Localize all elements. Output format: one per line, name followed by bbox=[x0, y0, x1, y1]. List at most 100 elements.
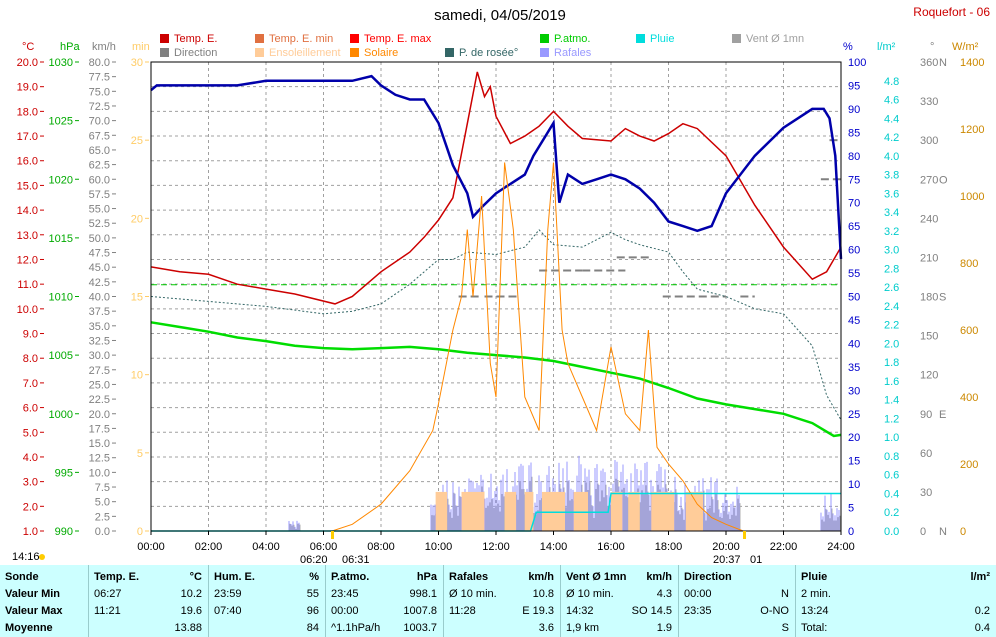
axis-tick: 3.8 bbox=[884, 170, 899, 182]
axis-tick: 30 bbox=[920, 487, 932, 499]
axis-tick: 1020 bbox=[49, 174, 73, 186]
summary-row: ^1.1hPa/h 1003.7 bbox=[326, 620, 443, 637]
summary-header: P.atmo. hPa bbox=[326, 569, 443, 586]
axis-tick: 1000 bbox=[960, 191, 984, 203]
summary-value: E 19.3 bbox=[522, 605, 554, 617]
axis-tick: 18.0 bbox=[17, 106, 38, 118]
axis-tick: 0 bbox=[137, 526, 143, 538]
axis-tick: 20 bbox=[131, 213, 143, 225]
series-line-2 bbox=[150, 321, 842, 438]
axis-unit: °C bbox=[22, 41, 34, 53]
summary-unit: km/h bbox=[528, 571, 554, 583]
direction-label: S bbox=[939, 292, 946, 304]
summary-title: Hum. E. bbox=[214, 571, 255, 583]
axis-tick: 4.0 bbox=[884, 151, 899, 163]
axis-tick: 12.0 bbox=[17, 254, 38, 266]
summary-unit: hPa bbox=[416, 571, 437, 583]
summary-row: 23:45 998.1 bbox=[326, 586, 443, 603]
summary-row: 07:40 96 bbox=[209, 603, 325, 620]
axis-tick: 35.0 bbox=[89, 321, 110, 333]
sunshine-block bbox=[611, 491, 623, 531]
axis-tick: 1200 bbox=[960, 124, 984, 136]
summary-row: 13:24 0.2 bbox=[796, 603, 996, 620]
summary-title: Pluie bbox=[801, 571, 828, 583]
axis-unit: l/m² bbox=[877, 41, 896, 53]
series-line-1 bbox=[150, 74, 843, 260]
axis-tick: 0.8 bbox=[884, 451, 899, 463]
axis-tick: 2.4 bbox=[884, 301, 899, 313]
summary-value: 3.6 bbox=[538, 622, 554, 634]
axis-tick: 72.5 bbox=[89, 101, 110, 113]
sunset-marker bbox=[743, 531, 746, 539]
axis-tick: 52.5 bbox=[89, 218, 110, 230]
axis-unit: min bbox=[132, 41, 150, 53]
axis-tick: 75 bbox=[848, 174, 860, 186]
summary-time: 00:00 bbox=[331, 605, 359, 617]
axis-tick: 75.0 bbox=[89, 86, 110, 98]
summary-time: 13:24 bbox=[801, 605, 829, 617]
summary-value: 0.2 bbox=[974, 605, 990, 617]
summary-title: Sonde bbox=[5, 571, 39, 583]
axis-tick: 2.0 bbox=[884, 338, 899, 350]
summary-row: 06:27 10.2 bbox=[89, 586, 208, 603]
x-tick-label: 16:00 bbox=[597, 541, 625, 553]
summary-unit: km/h bbox=[646, 571, 672, 583]
axis-tick: 800 bbox=[960, 258, 978, 270]
summary-row: 11:28 E 19.3 bbox=[444, 603, 560, 620]
axis-tick: 47.5 bbox=[89, 248, 110, 260]
axis-tick: 25 bbox=[848, 409, 860, 421]
axis-unit: % bbox=[843, 41, 853, 53]
axis-tick: 7.5 bbox=[95, 482, 110, 494]
summary-row: 11:21 19.6 bbox=[89, 603, 208, 620]
legend-swatch bbox=[160, 34, 169, 43]
axis-tick: 25 bbox=[131, 135, 143, 147]
summary-time: Ø 10 min. bbox=[566, 588, 614, 600]
axis-tick: 20.0 bbox=[17, 57, 38, 69]
axis-tick: 19.0 bbox=[17, 82, 38, 94]
axis-tick: 4.2 bbox=[884, 132, 899, 144]
summary-value: 13.88 bbox=[174, 622, 202, 634]
x-tick-label: 08:00 bbox=[367, 541, 395, 553]
sunrise-marker bbox=[331, 531, 334, 539]
summary-value: 10.8 bbox=[532, 588, 554, 600]
axis-tick: 17.5 bbox=[89, 423, 110, 435]
axis-tick: 3.6 bbox=[884, 188, 899, 200]
summary-column: Direction 00:00 N 23:35 O-NO S bbox=[678, 565, 795, 637]
summary-time: 23:59 bbox=[214, 588, 242, 600]
sunshine-block bbox=[651, 491, 675, 531]
x-tick-label: 24:00 bbox=[827, 541, 855, 553]
summary-value: 1003.7 bbox=[403, 622, 437, 634]
axis-tick: 200 bbox=[960, 459, 978, 471]
summary-time: 23:45 bbox=[331, 588, 359, 600]
summary-value: 998.1 bbox=[409, 588, 437, 600]
summary-time: 06:27 bbox=[94, 588, 122, 600]
series-line-0 bbox=[150, 71, 842, 305]
axis-tick: 3.0 bbox=[23, 477, 38, 489]
summary-row-label: Valeur Min bbox=[5, 588, 61, 600]
axis-tick: 3.0 bbox=[884, 245, 899, 257]
summary-header: Sonde bbox=[0, 569, 88, 586]
axis-tick: 5.0 bbox=[95, 497, 110, 509]
summary-unit: l/m² bbox=[970, 571, 990, 583]
summary-row: 23:35 O-NO bbox=[679, 603, 795, 620]
axis-tick: 62.5 bbox=[89, 160, 110, 172]
axis-tick: 50 bbox=[848, 292, 860, 304]
summary-header: Direction bbox=[679, 569, 795, 586]
summary-value: 4.3 bbox=[656, 588, 672, 600]
summary-time: 11:28 bbox=[449, 605, 476, 617]
sunshine-block bbox=[461, 491, 485, 531]
axis-tick: 3.4 bbox=[884, 207, 899, 219]
summary-column: Pluie l/m² 2 min. 13:24 0.2 Total: 0.4 bbox=[795, 565, 996, 637]
summary-row: 00:00 1007.8 bbox=[326, 603, 443, 620]
plot-grid bbox=[151, 62, 841, 531]
axis-tick: 65.0 bbox=[89, 145, 110, 157]
summary-value: 1.9 bbox=[656, 622, 672, 634]
summary-row: Valeur Min bbox=[0, 586, 88, 603]
axis-tick: 32.5 bbox=[89, 335, 110, 347]
axis-tick: 15 bbox=[848, 456, 860, 468]
right-axes: %100959085807570656055504540353025201510… bbox=[843, 41, 984, 538]
summary-header: Temp. E. °C bbox=[89, 569, 208, 586]
summary-row: Ø 10 min. 10.8 bbox=[444, 586, 560, 603]
axis-tick: 77.5 bbox=[89, 72, 110, 84]
summary-value: 84 bbox=[306, 622, 319, 634]
